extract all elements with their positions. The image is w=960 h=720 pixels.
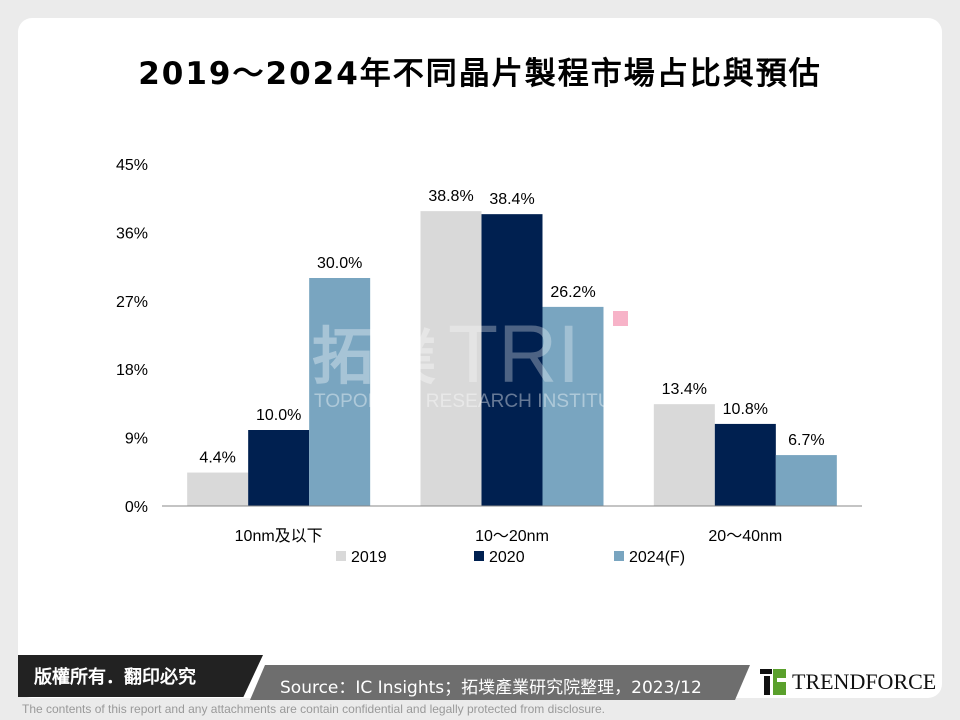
legend-swatch: [336, 551, 346, 561]
y-tick-label: 0%: [125, 499, 148, 516]
data-label: 13.4%: [662, 381, 707, 398]
legend-label: 2024(F): [629, 549, 685, 566]
legend-label: 2020: [489, 549, 525, 566]
bar: [775, 455, 837, 506]
bar: [187, 472, 249, 506]
watermark-chinese: 拓墣: [312, 323, 436, 392]
y-tick-label: 18%: [116, 362, 148, 379]
data-label: 4.4%: [199, 450, 235, 467]
disclaimer: The contents of this report and any atta…: [22, 702, 605, 716]
trendforce-logo: TRENDFORCE: [760, 666, 936, 698]
data-label: 10.0%: [256, 407, 301, 424]
data-label: 10.8%: [723, 401, 768, 418]
y-tick-label: 9%: [125, 431, 148, 448]
data-label: 38.8%: [428, 188, 473, 205]
x-tick-label: 10nm及以下: [235, 528, 323, 545]
watermark-english: TOPOLOGY RESEARCH INSTITUTE: [314, 391, 636, 412]
bar: [714, 423, 776, 506]
watermark-mark: TRI: [448, 309, 580, 400]
data-label: 6.7%: [788, 432, 824, 449]
bar: [420, 211, 482, 506]
x-tick-label: 20～40nm: [708, 528, 782, 545]
y-tick-label: 36%: [116, 225, 148, 242]
bar: [248, 430, 310, 506]
y-tick-label: 27%: [116, 294, 148, 311]
trendforce-logo-text: TRENDFORCE: [792, 669, 937, 694]
trendforce-logo-icon: [760, 669, 786, 695]
source-text: Source：IC Insights；拓墣產業研究院整理，2023/12: [280, 678, 702, 698]
copyright-banner: 版權所有．翻印必究: [18, 655, 263, 697]
chart-title: 2019～2024年不同晶片製程市場占比與預估: [138, 56, 822, 92]
watermark-pink-square: [613, 311, 628, 326]
y-tick-label: 45%: [116, 157, 148, 174]
x-tick-label: 10～20nm: [475, 528, 549, 545]
data-label: 38.4%: [489, 191, 534, 208]
legend-label: 2019: [351, 549, 387, 566]
bar: [481, 214, 543, 506]
legend-swatch: [614, 551, 624, 561]
legend-swatch: [474, 551, 484, 561]
copyright-text: 版權所有．翻印必究: [34, 667, 196, 688]
bar: [653, 404, 715, 506]
data-label: 26.2%: [550, 284, 595, 301]
source-banner: Source：IC Insights；拓墣產業研究院整理，2023/12: [250, 665, 750, 700]
data-label: 30.0%: [317, 255, 362, 272]
bar: [542, 306, 604, 506]
bar: [309, 278, 371, 506]
